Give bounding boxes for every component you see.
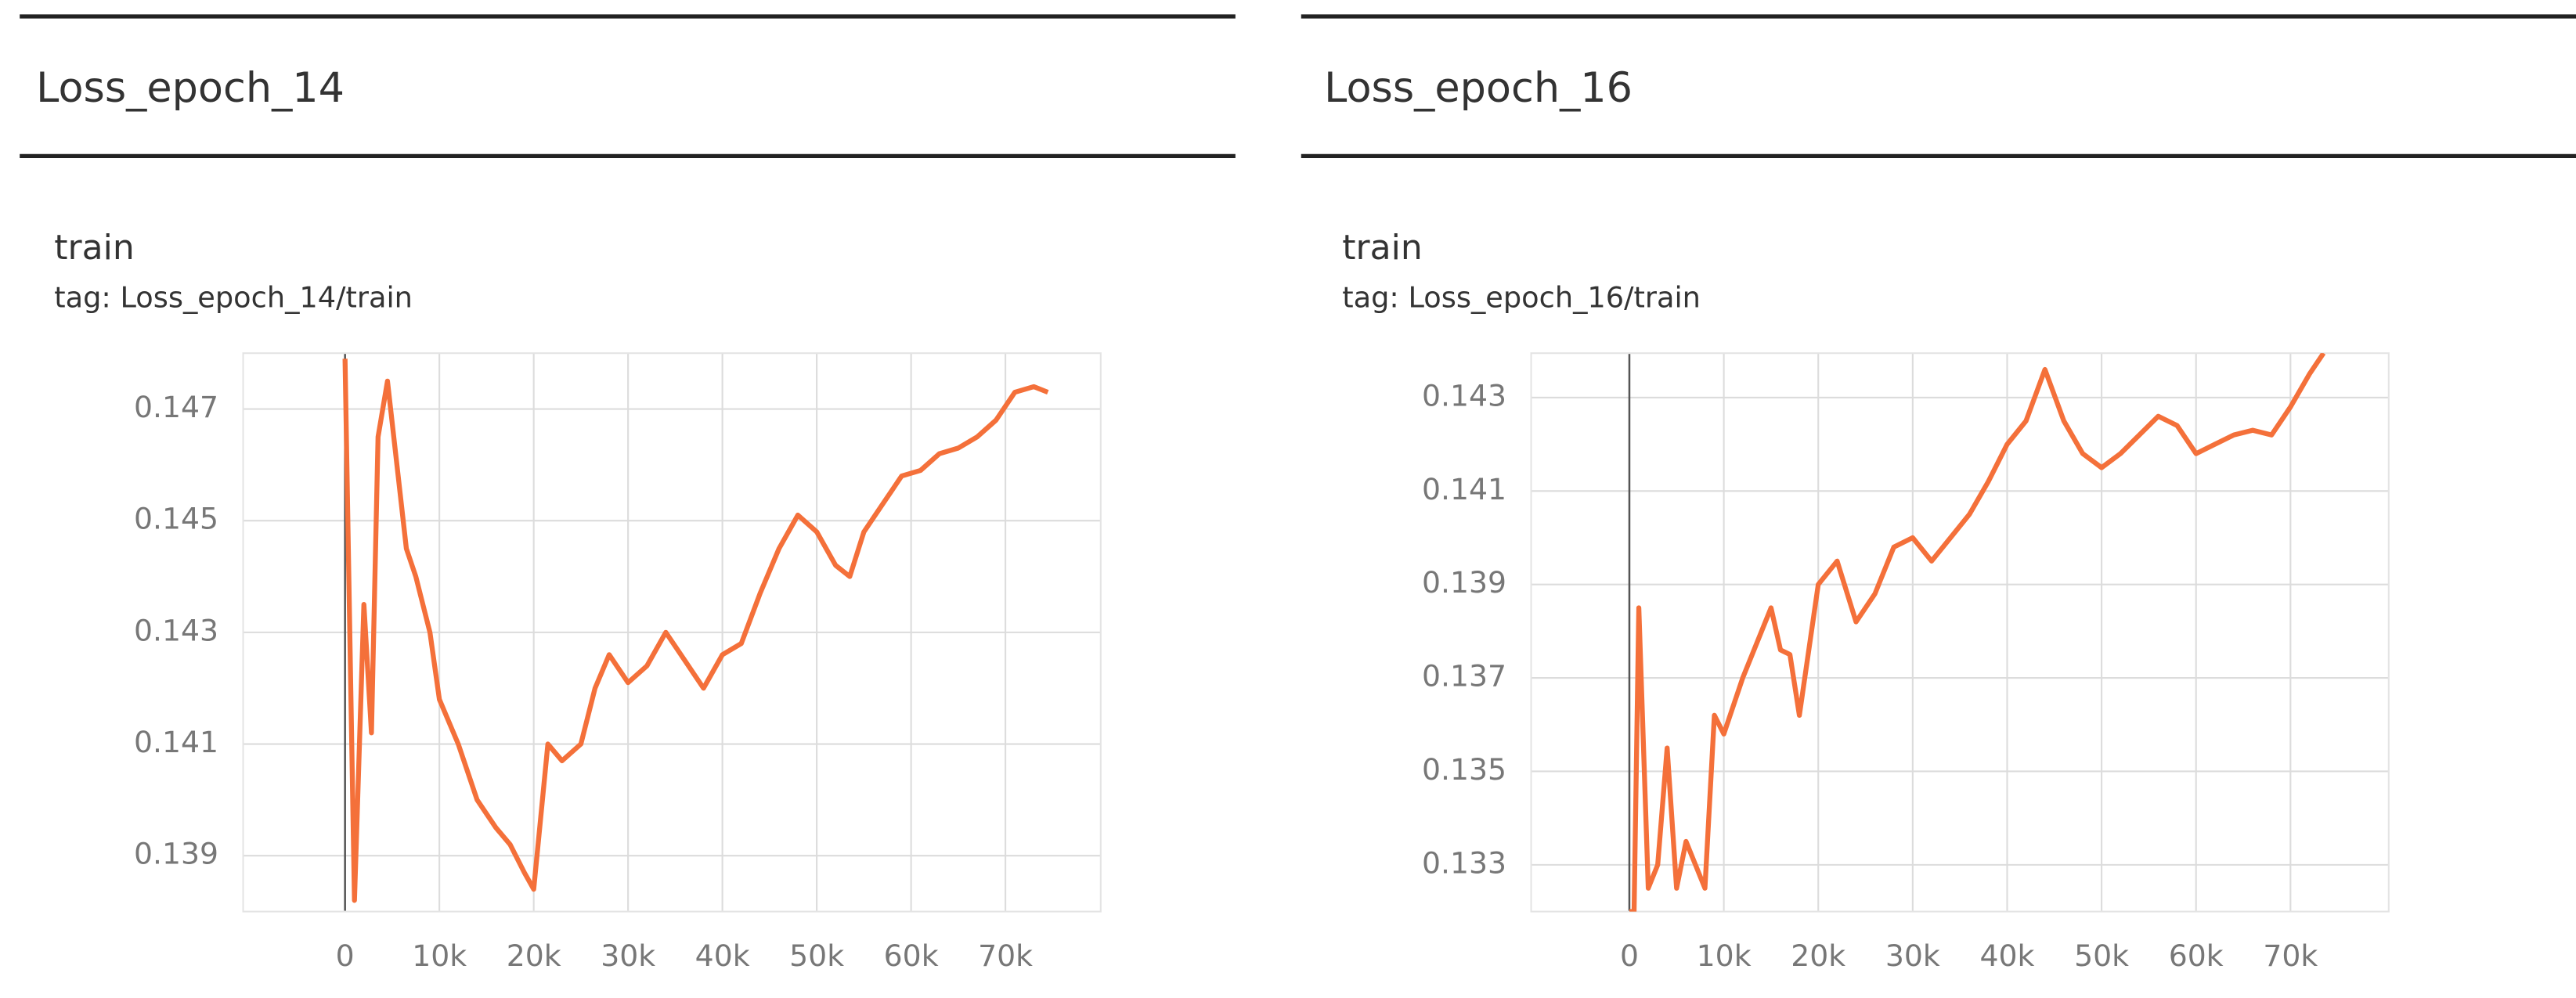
y-tick-label: 0.143 <box>1422 378 1506 413</box>
plot-frame <box>242 352 1102 913</box>
x-tick-label: 10k <box>412 939 467 973</box>
x-tick-label: 60k <box>2169 939 2224 973</box>
y-tick-label: 0.135 <box>1422 752 1506 787</box>
y-tick-label: 0.143 <box>134 613 218 647</box>
x-tick-label: 50k <box>789 939 844 973</box>
x-tick-label: 20k <box>1791 939 1845 973</box>
series-line <box>342 358 1049 903</box>
y-tick-label: 0.141 <box>134 725 218 759</box>
y-tick-label: 0.147 <box>134 390 218 424</box>
chart-subtitle: tag: Loss_epoch_16/train <box>1342 280 1701 314</box>
x-tick-label: 70k <box>978 939 1033 973</box>
x-tick-label: 50k <box>2074 939 2129 973</box>
series-line <box>1629 353 2326 912</box>
chart-subtitle: tag: Loss_epoch_14/train <box>54 280 413 314</box>
plot-frame <box>1530 352 2390 913</box>
x-tick-label: 70k <box>2263 939 2318 973</box>
x-tick-label: 40k <box>695 939 750 973</box>
x-tick-label: 20k <box>507 939 561 973</box>
y-tick-label: 0.133 <box>1422 845 1506 880</box>
x-tick-label: 30k <box>601 939 655 973</box>
chart-title: train <box>1342 228 1423 268</box>
panel-title: Loss_epoch_16 <box>1324 64 1633 112</box>
x-tick-label: 30k <box>1885 939 1940 973</box>
x-tick-label: 60k <box>884 939 939 973</box>
y-tick-label: 0.139 <box>1422 565 1506 600</box>
y-tick-label: 0.139 <box>134 837 218 871</box>
panel-title: Loss_epoch_14 <box>36 64 345 112</box>
x-tick-label: 40k <box>1980 939 2035 973</box>
x-tick-label: 0 <box>1620 939 1639 973</box>
y-tick-label: 0.145 <box>134 502 218 536</box>
x-tick-label: 10k <box>1697 939 1752 973</box>
chart-title: train <box>54 228 135 268</box>
y-tick-label: 0.141 <box>1422 472 1506 506</box>
y-tick-label: 0.137 <box>1422 659 1506 694</box>
x-tick-label: 0 <box>336 939 355 973</box>
